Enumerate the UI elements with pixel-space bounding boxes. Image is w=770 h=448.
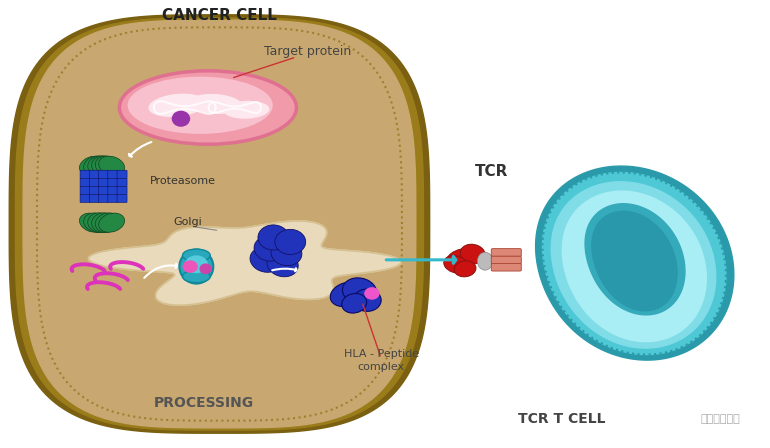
Ellipse shape bbox=[182, 249, 210, 262]
Text: HLA - Peptide
complex: HLA - Peptide complex bbox=[343, 349, 419, 372]
Ellipse shape bbox=[330, 282, 363, 306]
Polygon shape bbox=[9, 15, 430, 433]
FancyBboxPatch shape bbox=[108, 170, 118, 178]
Ellipse shape bbox=[92, 213, 116, 233]
Ellipse shape bbox=[454, 261, 476, 277]
Ellipse shape bbox=[88, 156, 112, 176]
FancyBboxPatch shape bbox=[108, 194, 118, 202]
Ellipse shape bbox=[364, 287, 380, 300]
FancyBboxPatch shape bbox=[117, 178, 127, 186]
FancyBboxPatch shape bbox=[89, 170, 99, 178]
Ellipse shape bbox=[88, 213, 112, 233]
FancyBboxPatch shape bbox=[80, 186, 90, 194]
FancyBboxPatch shape bbox=[491, 263, 521, 271]
Ellipse shape bbox=[84, 156, 109, 176]
FancyBboxPatch shape bbox=[99, 178, 109, 186]
Ellipse shape bbox=[182, 270, 210, 283]
Ellipse shape bbox=[149, 94, 206, 117]
Ellipse shape bbox=[275, 229, 306, 254]
FancyBboxPatch shape bbox=[80, 170, 90, 178]
Text: Golgi: Golgi bbox=[173, 217, 202, 227]
Polygon shape bbox=[542, 172, 726, 354]
Ellipse shape bbox=[223, 101, 270, 119]
Ellipse shape bbox=[477, 252, 493, 270]
Ellipse shape bbox=[267, 252, 298, 277]
Ellipse shape bbox=[99, 156, 125, 175]
Polygon shape bbox=[585, 204, 685, 315]
FancyBboxPatch shape bbox=[491, 249, 521, 256]
Polygon shape bbox=[536, 166, 734, 360]
FancyBboxPatch shape bbox=[89, 186, 99, 194]
Ellipse shape bbox=[447, 249, 477, 268]
Polygon shape bbox=[562, 191, 706, 342]
FancyBboxPatch shape bbox=[108, 178, 118, 186]
Ellipse shape bbox=[185, 255, 208, 273]
Ellipse shape bbox=[84, 213, 109, 233]
Ellipse shape bbox=[342, 293, 367, 313]
FancyBboxPatch shape bbox=[117, 186, 127, 194]
Text: Proteasome: Proteasome bbox=[150, 177, 216, 186]
Ellipse shape bbox=[343, 278, 377, 305]
Ellipse shape bbox=[79, 213, 105, 232]
Ellipse shape bbox=[79, 156, 105, 175]
Ellipse shape bbox=[254, 236, 285, 261]
Ellipse shape bbox=[189, 94, 243, 114]
Ellipse shape bbox=[172, 111, 190, 127]
Ellipse shape bbox=[99, 213, 125, 232]
Polygon shape bbox=[15, 18, 424, 430]
Text: 全球好药资讯: 全球好药资讯 bbox=[700, 414, 740, 424]
Polygon shape bbox=[89, 221, 401, 305]
FancyBboxPatch shape bbox=[117, 194, 127, 202]
Polygon shape bbox=[592, 211, 677, 311]
Text: TCR T CELL: TCR T CELL bbox=[518, 412, 606, 426]
FancyBboxPatch shape bbox=[89, 178, 99, 186]
Ellipse shape bbox=[444, 256, 468, 273]
FancyBboxPatch shape bbox=[108, 186, 118, 194]
Ellipse shape bbox=[199, 263, 212, 274]
Text: Target protein: Target protein bbox=[264, 45, 352, 58]
Ellipse shape bbox=[250, 247, 281, 272]
Ellipse shape bbox=[119, 71, 296, 144]
Text: TCR: TCR bbox=[474, 164, 508, 179]
FancyBboxPatch shape bbox=[117, 170, 127, 178]
Ellipse shape bbox=[179, 250, 213, 284]
FancyBboxPatch shape bbox=[80, 194, 90, 202]
FancyBboxPatch shape bbox=[80, 178, 90, 186]
FancyBboxPatch shape bbox=[99, 194, 109, 202]
FancyBboxPatch shape bbox=[99, 186, 109, 194]
Ellipse shape bbox=[95, 156, 120, 176]
FancyBboxPatch shape bbox=[89, 194, 99, 202]
Polygon shape bbox=[23, 20, 416, 428]
Ellipse shape bbox=[92, 156, 116, 176]
Text: PROCESSING: PROCESSING bbox=[154, 396, 254, 410]
Ellipse shape bbox=[128, 77, 273, 134]
Polygon shape bbox=[551, 182, 716, 348]
Ellipse shape bbox=[271, 241, 302, 266]
Ellipse shape bbox=[258, 225, 289, 250]
FancyBboxPatch shape bbox=[99, 170, 109, 178]
Ellipse shape bbox=[95, 213, 120, 233]
Ellipse shape bbox=[182, 260, 198, 273]
Ellipse shape bbox=[353, 289, 381, 311]
Text: CANCER CELL: CANCER CELL bbox=[162, 8, 277, 23]
FancyBboxPatch shape bbox=[491, 256, 521, 264]
Ellipse shape bbox=[460, 244, 485, 264]
